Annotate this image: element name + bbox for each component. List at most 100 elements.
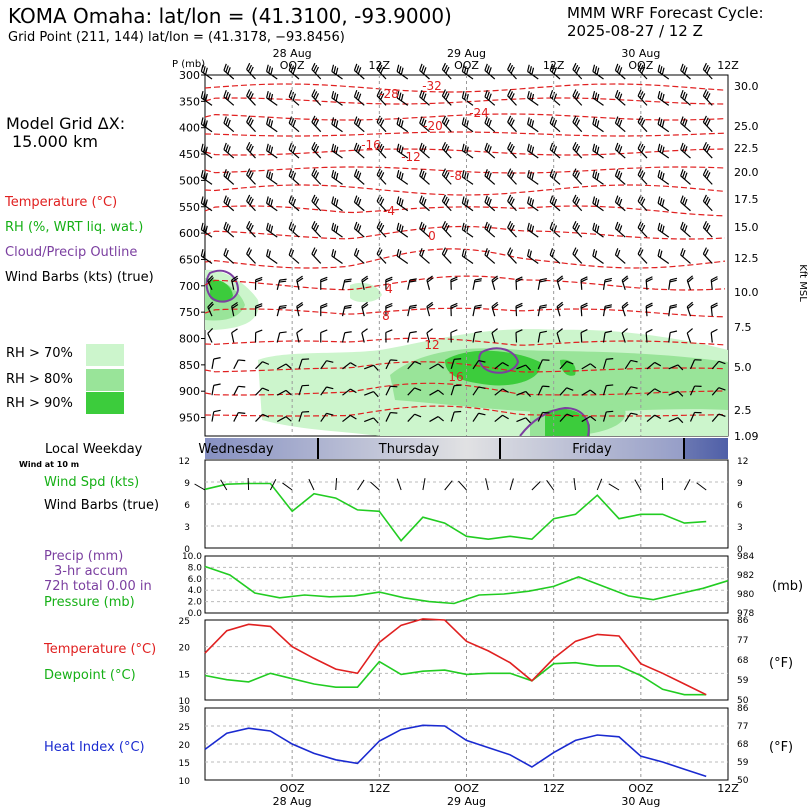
wind-barb-feather (311, 115, 316, 123)
wind-barb-feather (710, 302, 718, 307)
wind-barb-feather (659, 197, 663, 205)
isotherm-label: 16 (448, 370, 463, 384)
wind-barb-feather (227, 93, 231, 101)
wind-barb-feather (266, 196, 269, 204)
wind-barb-feather (637, 62, 642, 70)
wind-barb-staff (276, 363, 287, 370)
wind-barb-feather (205, 93, 208, 102)
wind-barb-feather (378, 170, 383, 178)
wind-barb-feather (594, 92, 598, 100)
wind-barb-feather (710, 328, 718, 334)
wind-barb-feather (409, 280, 417, 283)
wind-barb-feather (539, 304, 547, 307)
wind-barb-feather (575, 224, 581, 232)
wind-barb-feather (702, 62, 707, 70)
wind-barb-feather (223, 221, 227, 229)
wind-barb-staff (580, 332, 583, 343)
wind-barb-feather (486, 249, 490, 257)
wind-barb-feather (682, 91, 686, 99)
wind-barb-feather (270, 172, 274, 181)
wind-barb-feather (380, 145, 385, 153)
wind-barb-feather (385, 276, 393, 281)
pressure-tick-label: 650 (179, 253, 200, 266)
wind-barb-staff (231, 332, 235, 343)
wind-barb-feather (247, 91, 252, 99)
wind-barb-feather (419, 142, 423, 150)
wind-barb-feather (355, 197, 360, 205)
wind-barb-feather (231, 277, 239, 283)
isotherm-label: -4 (383, 204, 395, 218)
surface-wind-barb (596, 478, 603, 491)
wind-barb-feather (266, 117, 269, 125)
wind-barb-feather (398, 250, 402, 258)
wind-barb-staff (559, 387, 568, 396)
wind-barb-staff (711, 360, 720, 370)
wind-barb-feather (646, 304, 653, 309)
dewpoint-line (204, 660, 707, 696)
heat-unit: (°F) (769, 740, 793, 755)
wind-barb-feather (443, 170, 448, 178)
wind-barb-feather (331, 196, 335, 204)
wind-barb-feather (313, 64, 318, 72)
temp-f-tick-label: 68 (737, 656, 749, 666)
wind-barb-feather (361, 303, 369, 309)
wind-barb-feather (426, 328, 433, 334)
wind-barb-feather (531, 93, 535, 102)
wind-barb-feather (202, 197, 206, 205)
wind-barb-feather (661, 93, 665, 102)
wind-barb-staff (602, 385, 607, 396)
wind-barb-feather (296, 275, 303, 281)
weekday-label: Friday (572, 442, 612, 457)
height-tick-label: 12.5 (734, 252, 759, 265)
wind-barb-feather (396, 143, 400, 151)
wind-barb-feather (682, 144, 686, 152)
wind-barb-feather (572, 89, 577, 97)
wind-barb-feather (529, 224, 532, 232)
wind-barb-feather (531, 67, 535, 75)
wind-barb-feather (539, 330, 547, 334)
wind-barb-feather (390, 359, 398, 362)
top-time-label: OOZ (454, 59, 479, 72)
wind-barb-feather (510, 119, 515, 127)
height-tick-label: 1.09 (734, 430, 759, 443)
wind-barb-feather (441, 62, 446, 70)
wind-barb-feather (702, 168, 707, 176)
legend-rh: RH (%, WRT liq. wat.) (5, 220, 144, 235)
heat-tick-label: 15 (179, 759, 190, 769)
surface-wind-barb (194, 483, 206, 491)
wind-barb-feather (288, 195, 293, 203)
wind-barb-feather (527, 222, 530, 230)
wind-barb-feather (661, 199, 665, 207)
wind-barb-feather (320, 305, 328, 309)
wind-barb-feather (704, 249, 709, 257)
wind-barb-feather (441, 141, 446, 149)
wind-barb-feather (515, 304, 523, 309)
temp-f-tick-label: 86 (737, 616, 749, 626)
wind-barb-feather (596, 225, 600, 233)
top-date-label: 28 Aug (273, 47, 312, 60)
wind-barb-feather (614, 90, 619, 98)
wind-barb-feather (255, 329, 263, 334)
wind-barb-feather (247, 117, 252, 125)
isotherm (205, 205, 726, 217)
wind-barb-staff (559, 413, 568, 422)
cloud-outline (478, 347, 520, 374)
wind-barb-feather (231, 328, 238, 334)
wind-barb-feather (686, 275, 693, 281)
wind-barb-staff (537, 332, 541, 343)
wind-barb-feather (704, 91, 709, 99)
wind-barb-feather (488, 93, 492, 101)
wind-barb-feather (531, 225, 535, 233)
wind-barb-staff (429, 363, 439, 370)
wind-barb-feather (225, 197, 229, 205)
wind-barb-feather (390, 411, 398, 414)
surface-wind-barb (573, 478, 576, 491)
wind-barb-feather (380, 119, 385, 127)
wind-barb-staff (668, 390, 679, 396)
wind-barb-feather (466, 146, 469, 154)
wind-barb-feather (396, 117, 400, 125)
bottom-date-label: 29 Aug (447, 795, 486, 808)
wind-barb-feather (353, 169, 358, 177)
wind-barb-feather (249, 172, 254, 179)
wind-barb-feather (659, 250, 663, 258)
